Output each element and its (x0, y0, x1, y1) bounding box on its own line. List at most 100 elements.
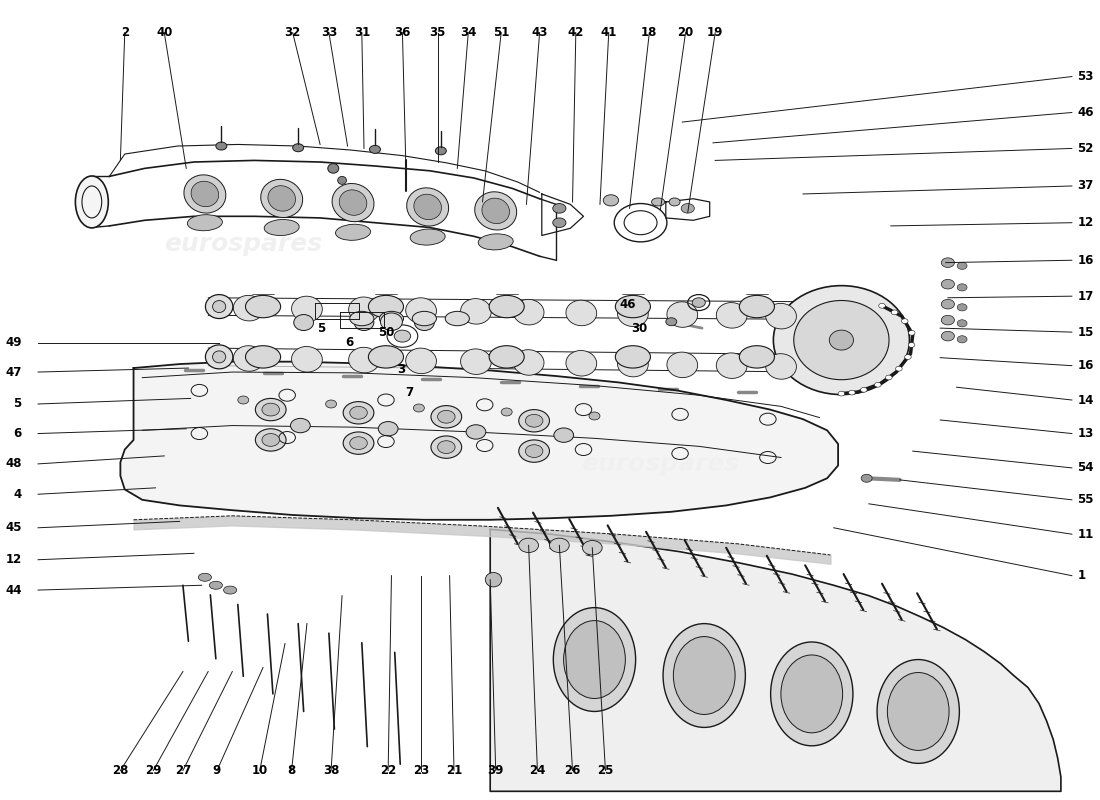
Ellipse shape (667, 302, 697, 327)
Ellipse shape (368, 295, 404, 318)
Ellipse shape (739, 346, 774, 368)
Ellipse shape (233, 295, 264, 321)
Ellipse shape (209, 582, 222, 590)
Text: 46: 46 (619, 298, 636, 310)
Ellipse shape (888, 673, 949, 750)
Text: 53: 53 (1077, 70, 1093, 83)
Ellipse shape (861, 474, 872, 482)
Text: 36: 36 (394, 26, 410, 39)
Text: 7: 7 (405, 386, 414, 398)
Text: 40: 40 (156, 26, 173, 39)
Ellipse shape (438, 410, 455, 423)
Text: 46: 46 (1077, 106, 1093, 119)
Text: 16: 16 (1077, 254, 1093, 266)
Ellipse shape (485, 573, 502, 587)
Ellipse shape (874, 382, 881, 387)
Text: 50: 50 (378, 326, 395, 338)
Ellipse shape (212, 301, 226, 313)
Ellipse shape (942, 299, 955, 309)
Ellipse shape (394, 330, 410, 342)
Ellipse shape (293, 144, 304, 152)
Polygon shape (120, 362, 838, 520)
Ellipse shape (431, 406, 462, 428)
Ellipse shape (781, 655, 843, 733)
Ellipse shape (942, 258, 955, 267)
Ellipse shape (255, 398, 286, 421)
Ellipse shape (667, 352, 697, 378)
Ellipse shape (292, 296, 322, 322)
Ellipse shape (909, 330, 915, 335)
Ellipse shape (343, 402, 374, 424)
Text: eurospares: eurospares (581, 452, 739, 476)
Ellipse shape (410, 229, 446, 245)
Ellipse shape (350, 406, 367, 419)
Text: 5: 5 (317, 322, 326, 334)
Text: 35: 35 (429, 26, 446, 39)
Ellipse shape (766, 303, 796, 329)
Text: 20: 20 (678, 26, 694, 39)
Ellipse shape (216, 142, 227, 150)
Ellipse shape (478, 234, 514, 250)
Ellipse shape (669, 198, 680, 206)
Ellipse shape (895, 366, 902, 371)
Text: 8: 8 (287, 764, 296, 777)
Text: 6: 6 (13, 427, 22, 440)
Text: 24: 24 (529, 764, 546, 777)
Ellipse shape (514, 350, 544, 375)
Ellipse shape (262, 434, 279, 446)
Ellipse shape (615, 295, 650, 318)
Ellipse shape (582, 541, 602, 555)
Ellipse shape (848, 390, 855, 395)
Text: 33: 33 (321, 26, 337, 39)
Ellipse shape (414, 194, 441, 220)
Ellipse shape (553, 203, 565, 213)
Ellipse shape (206, 345, 233, 369)
Ellipse shape (354, 314, 374, 330)
Text: 4: 4 (13, 488, 22, 501)
Ellipse shape (877, 659, 959, 763)
Ellipse shape (838, 391, 845, 396)
Ellipse shape (255, 429, 286, 451)
Ellipse shape (406, 348, 437, 374)
Ellipse shape (379, 311, 404, 326)
Ellipse shape (294, 314, 313, 330)
Ellipse shape (338, 176, 346, 184)
Text: 3: 3 (397, 363, 406, 376)
Ellipse shape (475, 192, 517, 230)
Ellipse shape (332, 183, 374, 222)
Text: 38: 38 (323, 764, 339, 777)
Ellipse shape (502, 408, 513, 416)
Text: 13: 13 (1077, 427, 1093, 440)
Ellipse shape (550, 538, 569, 553)
Ellipse shape (553, 608, 636, 711)
Ellipse shape (76, 176, 108, 228)
Text: 12: 12 (6, 554, 22, 566)
Ellipse shape (184, 175, 226, 213)
Ellipse shape (415, 314, 434, 330)
Text: 54: 54 (1077, 462, 1093, 474)
Polygon shape (491, 530, 1060, 791)
Text: 49: 49 (6, 336, 22, 349)
Text: 45: 45 (6, 522, 22, 534)
Text: 18: 18 (641, 26, 658, 39)
Ellipse shape (829, 330, 854, 350)
Ellipse shape (406, 298, 437, 323)
Ellipse shape (891, 310, 898, 314)
Ellipse shape (370, 146, 381, 154)
Ellipse shape (909, 342, 915, 347)
Ellipse shape (187, 214, 222, 230)
Ellipse shape (526, 445, 543, 458)
Ellipse shape (290, 418, 310, 433)
Ellipse shape (378, 422, 398, 436)
Ellipse shape (617, 351, 648, 377)
Ellipse shape (603, 194, 618, 206)
Ellipse shape (431, 436, 462, 458)
Ellipse shape (461, 349, 492, 374)
Text: 41: 41 (601, 26, 617, 39)
Text: 9: 9 (212, 764, 221, 777)
Text: 30: 30 (631, 322, 647, 334)
Ellipse shape (339, 190, 366, 215)
Ellipse shape (446, 311, 470, 326)
Ellipse shape (212, 351, 226, 363)
Text: 52: 52 (1077, 142, 1093, 155)
